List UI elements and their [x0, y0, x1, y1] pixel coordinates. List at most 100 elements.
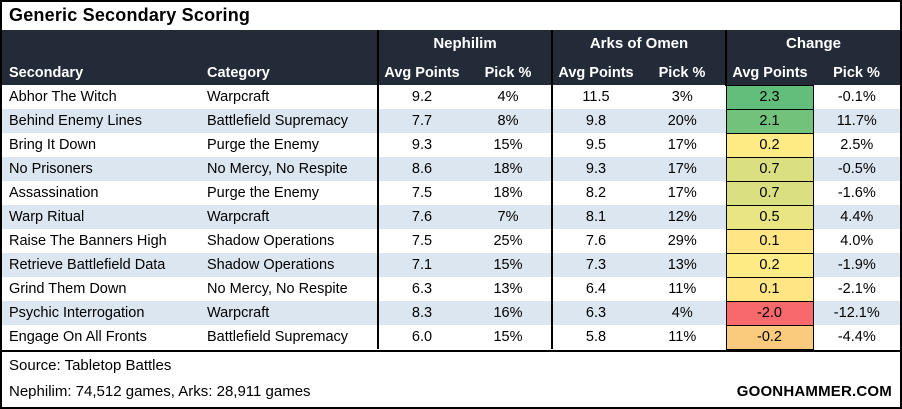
change-avg-points-cell: -0.2 [725, 324, 814, 350]
change-avg-points-cell: 0.7 [725, 180, 814, 206]
arks-pick-pct-cell: 17% [667, 185, 697, 201]
column-header-nephilim-pick-pct: Pick % [465, 57, 552, 85]
group-header-arks-of-omen: Arks of Omen [550, 30, 727, 57]
change-pick-pct-cell: 4.0% [840, 233, 874, 249]
nephilim-avg-points-cell: 8.3 [377, 301, 465, 325]
secondary-cell: Behind Enemy Lines [2, 109, 200, 133]
category-cell: Warpcraft [200, 301, 378, 325]
column-header-arks-avg-points: Avg Points [551, 57, 639, 85]
arks-avg-points-cell: 8.1 [551, 205, 639, 229]
change-avg-points-cell: 0.1 [725, 276, 814, 302]
change-avg-points-cell: 0.2 [725, 132, 814, 158]
category-cell: No Mercy, No Respite [200, 157, 378, 181]
secondary-cell: No Prisoners [2, 157, 200, 181]
change-pick-pct-cell: -12.1% [813, 301, 900, 325]
change-avg-points-cell: 2.3 [725, 84, 814, 110]
table-row: Abhor The Witch Warpcraft 9.2 4% 11.5 3%… [2, 84, 900, 110]
arks-pick-pct-cell: 13% [639, 253, 727, 277]
change-pick-pct-cell: -0.5% [813, 157, 900, 181]
nephilim-avg-points-cell: 6.3 [377, 277, 465, 301]
secondary-cell: Warp Ritual [2, 205, 200, 229]
arks-avg-points-cell: 6.4 [551, 277, 639, 301]
arks-pick-pct-cell: 11% [668, 329, 697, 345]
arks-pick-pct-cell: 12% [639, 205, 727, 229]
goonhammer-brand: GOONHAMMER.COM [736, 382, 892, 400]
nephilim-avg-points-cell: 7.1 [377, 253, 465, 277]
nephilim-pick-pct-cell: 8% [465, 109, 552, 133]
change-pick-pct-cell: -4.4% [837, 329, 876, 345]
secondary-cell: Retrieve Battlefield Data [2, 253, 200, 277]
table-row: Engage On All Fronts Battlefield Suprema… [2, 324, 900, 350]
table-row: Bring It Down Purge the Enemy 9.3 15% 9.… [2, 132, 900, 158]
nephilim-pick-pct-cell: 25% [493, 233, 523, 249]
category-cell: Shadow Operations [200, 253, 378, 277]
table-row: Psychic Interrogation Warpcraft 8.3 16% … [2, 300, 900, 326]
header-spacer [2, 30, 378, 57]
secondary-cell: Raise The Banners High [9, 233, 167, 249]
change-pick-pct-cell: 11.7% [813, 109, 900, 133]
category-cell: Purge the Enemy [207, 137, 320, 153]
arks-avg-points-cell: 11.5 [551, 85, 639, 109]
change-pick-pct-cell: 4.4% [813, 205, 900, 229]
table-header: Nephilim Arks of Omen Change Secondary C… [2, 30, 900, 85]
category-cell: No Mercy, No Respite [207, 281, 348, 297]
table-row: Raise The Banners High Shadow Operations… [2, 228, 900, 254]
nephilim-avg-points-cell: 7.5 [377, 181, 465, 205]
column-header-category: Category [200, 57, 378, 85]
arks-avg-points-cell: 8.2 [551, 181, 639, 205]
table-row: Assassination Purge the Enemy 7.5 18% 8.… [2, 180, 900, 206]
source-note: Source: Tabletop Battles [9, 356, 172, 374]
arks-pick-pct-cell: 20% [639, 109, 727, 133]
arks-avg-points-cell: 9.8 [551, 109, 639, 133]
nephilim-avg-points-cell: 6.0 [377, 325, 465, 349]
column-header-change-pick-pct: Pick % [813, 57, 900, 85]
secondary-cell: Bring It Down [9, 137, 97, 153]
category-cell: Warpcraft [207, 89, 270, 105]
games-count-note: Nephilim: 74,512 games, Arks: 28,911 gam… [9, 382, 311, 400]
nephilim-pick-pct-cell: 4% [497, 89, 519, 105]
table-row: Retrieve Battlefield Data Shadow Operati… [2, 252, 900, 278]
nephilim-pick-pct-cell: 15% [465, 253, 552, 277]
secondary-cell: Grind Them Down [9, 281, 127, 297]
secondary-cell: Assassination [9, 185, 99, 201]
column-header-arks-pick-pct: Pick % [639, 57, 727, 85]
arks-avg-points-cell: 9.3 [551, 157, 639, 181]
table-row: Grind Them Down No Mercy, No Respite 6.3… [2, 276, 900, 302]
header-group-row: Nephilim Arks of Omen Change [2, 30, 900, 57]
table-row: Warp Ritual Warpcraft 7.6 7% 8.1 12% 0.5… [2, 204, 900, 230]
table-row: No Prisoners No Mercy, No Respite 8.6 18… [2, 156, 900, 182]
group-header-change: Change [725, 30, 900, 57]
arks-avg-points-cell: 6.3 [551, 301, 639, 325]
nephilim-avg-points-cell: 9.3 [377, 133, 465, 157]
change-pick-pct-cell: -0.1% [837, 89, 876, 105]
change-avg-points-cell: 0.2 [725, 252, 814, 278]
nephilim-avg-points-cell: 7.7 [377, 109, 465, 133]
column-header-secondary: Secondary [2, 57, 200, 85]
page-title: Generic Secondary Scoring [2, 2, 900, 30]
change-avg-points-cell: 0.5 [725, 204, 814, 230]
change-pick-pct-cell: 2.5% [840, 137, 874, 153]
category-cell: Shadow Operations [207, 233, 335, 249]
change-avg-points-cell: -2.0 [725, 300, 814, 326]
arks-pick-pct-cell: 29% [667, 233, 697, 249]
secondary-cell: Abhor The Witch [9, 89, 117, 105]
table-body: Abhor The Witch Warpcraft 9.2 4% 11.5 3%… [2, 84, 900, 350]
nephilim-avg-points-cell: 9.2 [377, 85, 465, 109]
arks-avg-points-cell: 9.5 [551, 133, 639, 157]
footer-bottom-row: Nephilim: 74,512 games, Arks: 28,911 gam… [2, 379, 900, 407]
nephilim-avg-points-cell: 8.6 [377, 157, 465, 181]
change-pick-pct-cell: -2.1% [837, 281, 876, 297]
nephilim-avg-points-cell: 7.5 [377, 229, 465, 253]
change-avg-points-cell: 0.1 [725, 228, 814, 254]
change-pick-pct-cell: -1.6% [837, 185, 876, 201]
nephilim-pick-pct-cell: 18% [493, 185, 523, 201]
nephilim-pick-pct-cell: 18% [465, 157, 552, 181]
table-footer: Source: Tabletop Battles Nephilim: 74,51… [2, 349, 900, 407]
nephilim-pick-pct-cell: 15% [493, 329, 523, 345]
category-cell: Battlefield Supremacy [207, 329, 349, 345]
nephilim-pick-pct-cell: 7% [465, 205, 552, 229]
nephilim-pick-pct-cell: 13% [493, 281, 523, 297]
arks-pick-pct-cell: 17% [667, 137, 697, 153]
stats-table: Nephilim Arks of Omen Change Secondary C… [2, 30, 900, 350]
